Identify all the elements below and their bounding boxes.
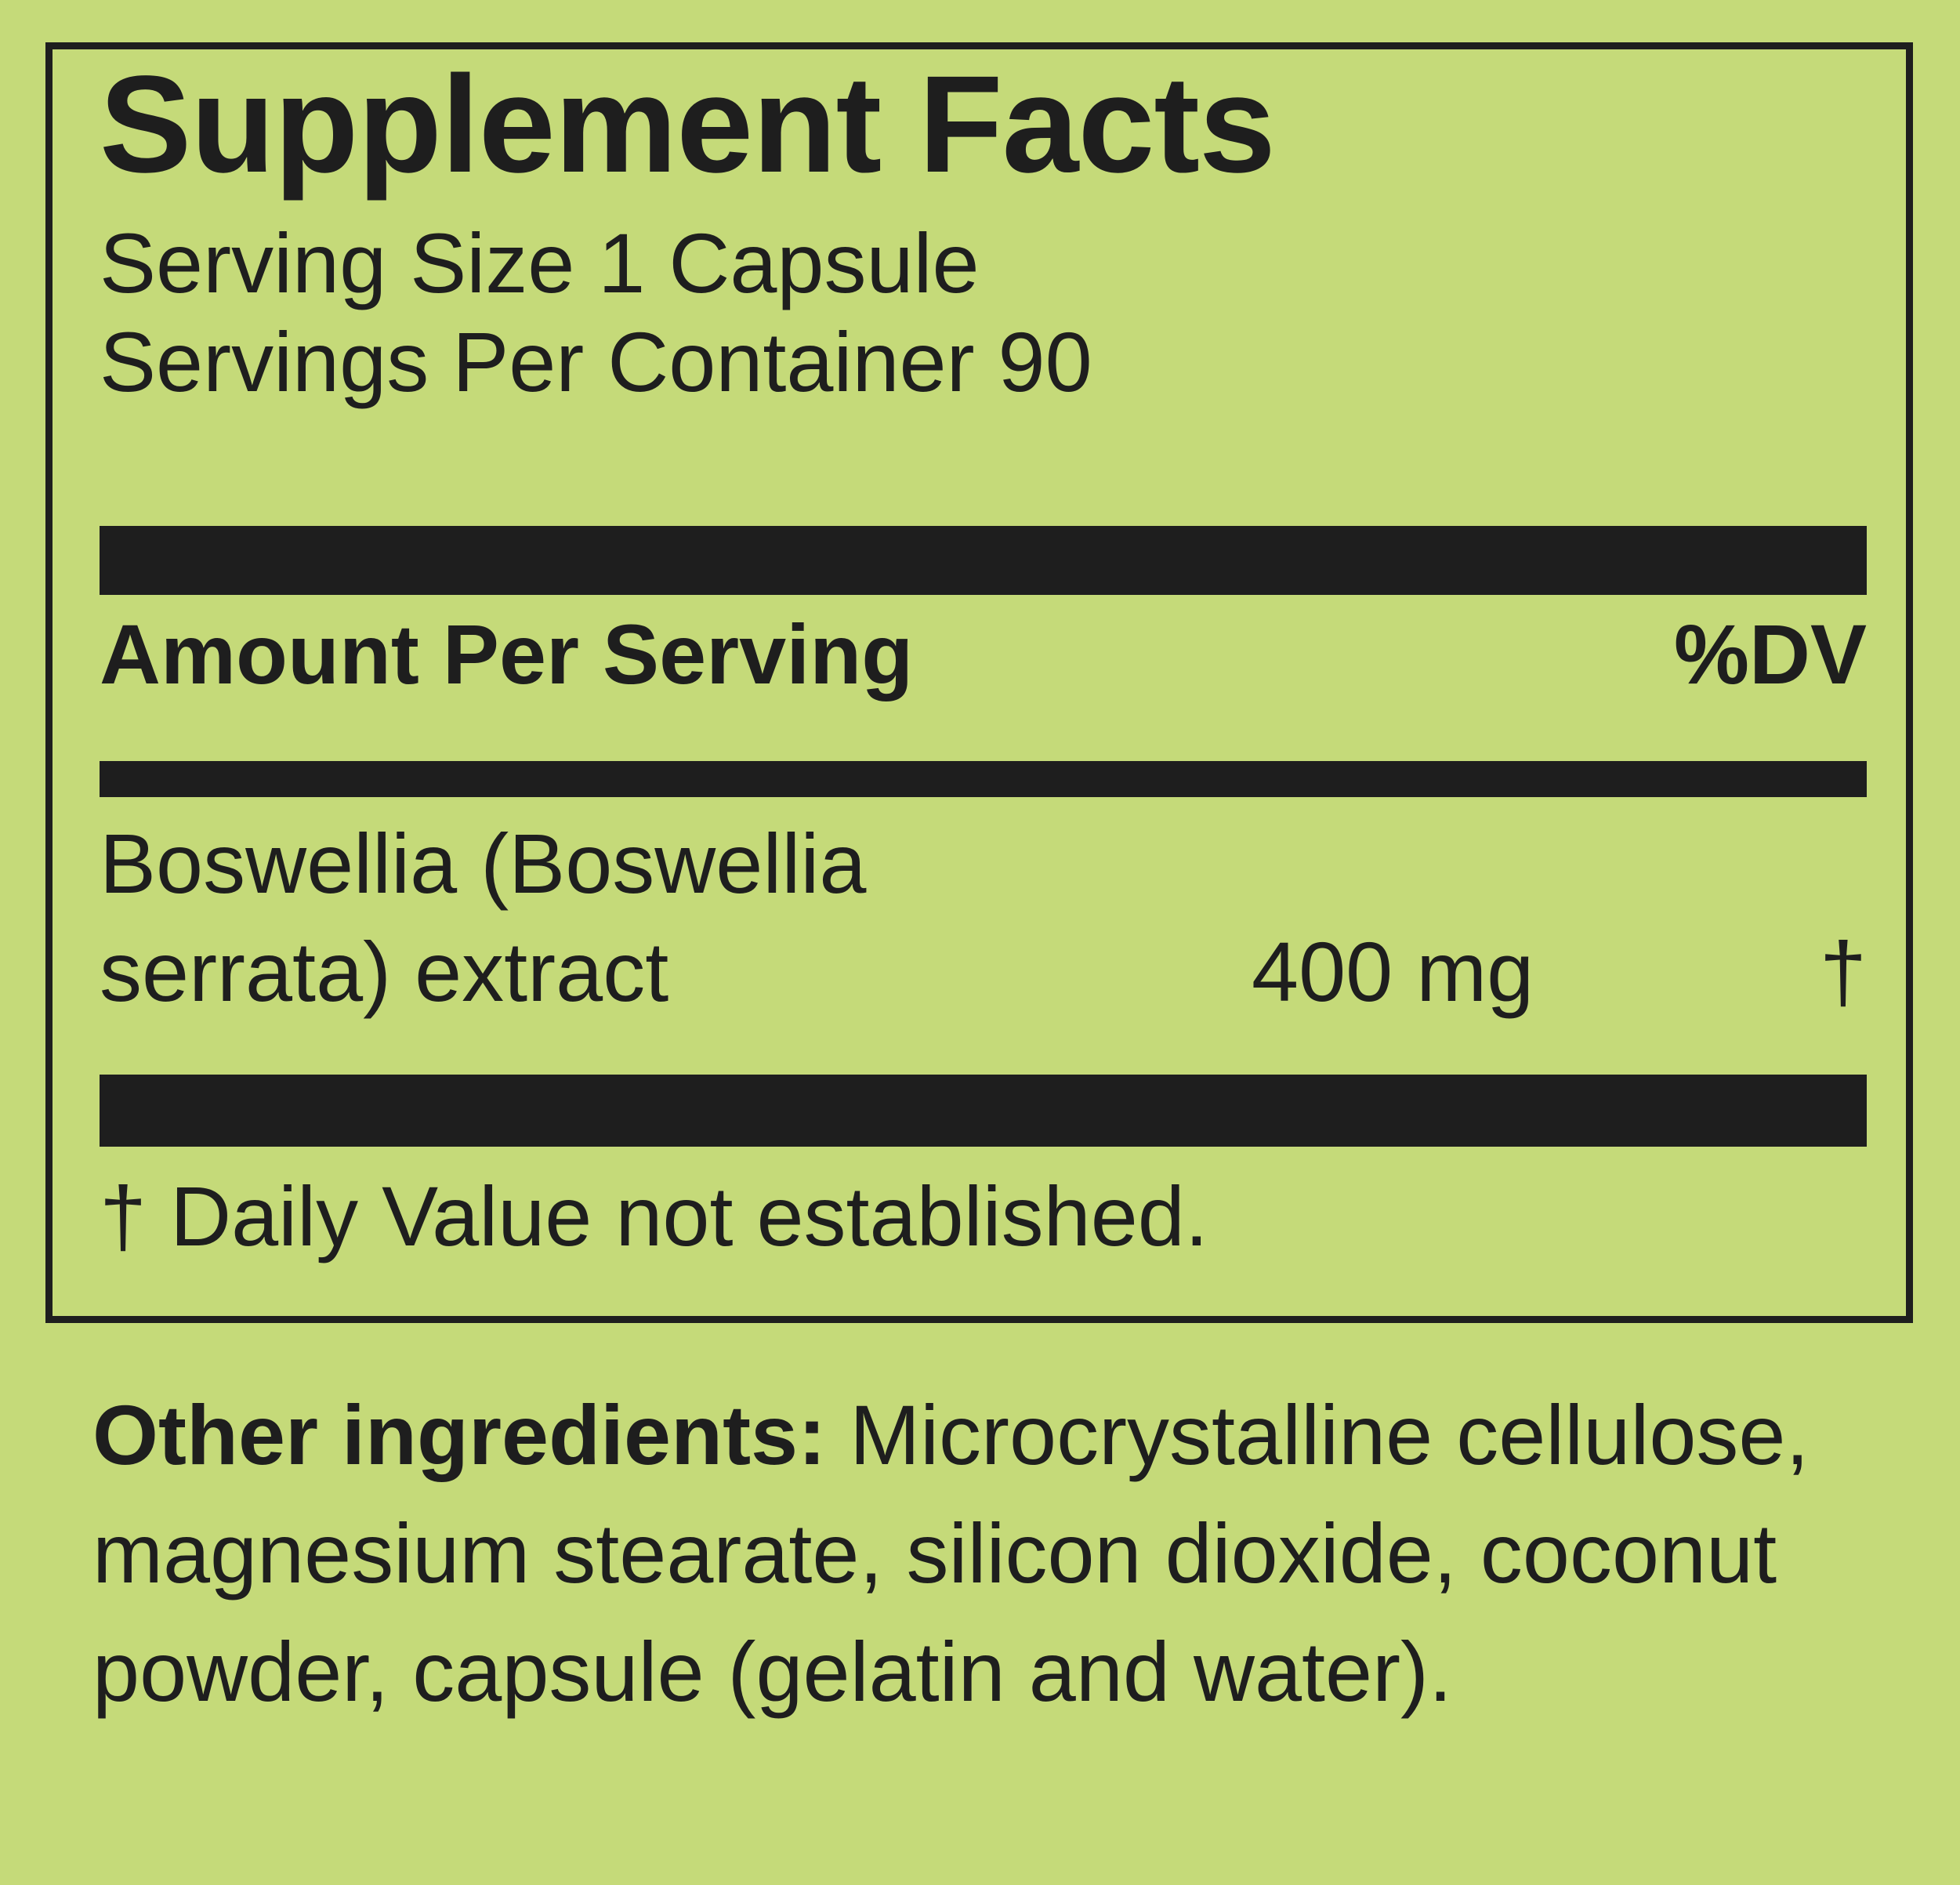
other-ingredients-text: Microcrystalline cellulose, magnesium st… (92, 1387, 1810, 1720)
rule-thick-bottom (100, 1075, 1867, 1147)
ingredient-amount: 400 mg (1252, 924, 1534, 1019)
other-ingredients-heading: Other ingredients: (92, 1387, 827, 1482)
page-title: Supplement Facts (100, 48, 1276, 201)
other-ingredients-paragraph: Other ingredients: Microcrystalline cell… (92, 1376, 1895, 1731)
ingredient-dv-dagger: † (1819, 924, 1867, 1019)
amount-per-serving-label: Amount Per Serving (100, 607, 914, 701)
rule-thin (100, 761, 1867, 797)
ingredient-name: Boswellia (Boswellia serrata) extract (100, 816, 867, 1020)
percent-dv-label: %DV (1673, 607, 1867, 701)
panel-inner: Supplement Facts Serving Size 1 Capsule … (100, 49, 1867, 1316)
serving-size-line: Serving Size 1 Capsule (100, 216, 980, 310)
ingredient-grid: Boswellia (Boswellia serrata) extract 40… (100, 810, 1867, 1026)
amount-per-serving-row: Amount Per Serving %DV (100, 612, 1867, 697)
rule-thick-top (100, 526, 1867, 595)
daily-value-footnote: † Daily Value not established. (100, 1169, 1208, 1263)
supplement-facts-panel: Supplement Facts Serving Size 1 Capsule … (45, 42, 1913, 1323)
servings-per-container-line: Servings Per Container 90 (100, 314, 1092, 410)
serving-info: Serving Size 1 Capsule Servings Per Cont… (100, 214, 1867, 412)
ingredient-row: Boswellia (Boswellia serrata) extract 40… (100, 810, 1867, 1026)
